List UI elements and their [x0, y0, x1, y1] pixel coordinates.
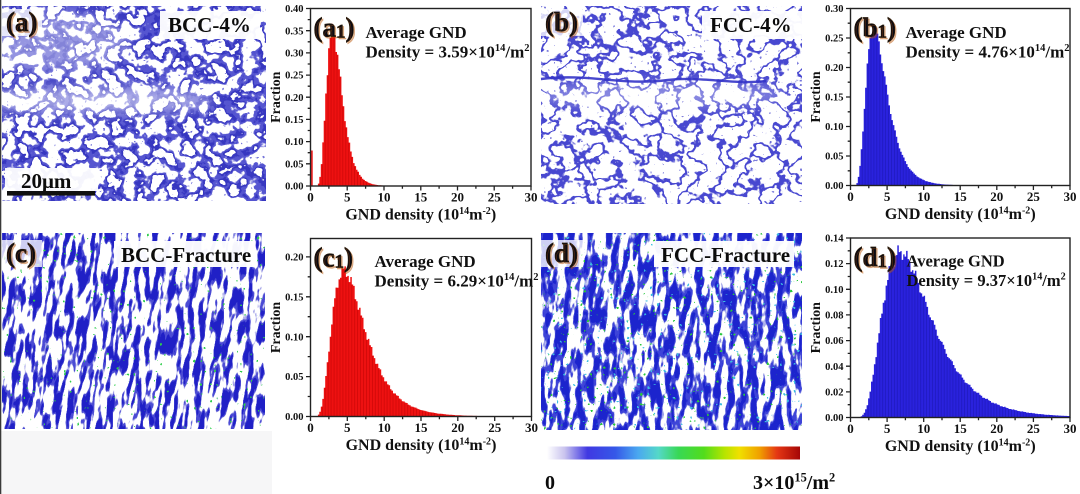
svg-text:FCC-4%: FCC-4% [710, 13, 792, 37]
svg-text:0.15: 0.15 [285, 292, 303, 303]
svg-text:0.25: 0.25 [825, 34, 843, 45]
svg-text:25: 25 [488, 420, 502, 435]
svg-text:0: 0 [847, 189, 854, 204]
svg-text:0.04: 0.04 [825, 362, 844, 373]
svg-text:0.05: 0.05 [825, 152, 843, 163]
svg-text:(c): (c) [6, 238, 36, 268]
svg-text:GND density (1014m-2): GND density (1014m-2) [885, 438, 1036, 456]
svg-text:20: 20 [451, 190, 464, 205]
svg-text:5: 5 [344, 420, 351, 435]
svg-text:0.10: 0.10 [285, 332, 303, 343]
svg-text:25: 25 [1027, 189, 1041, 204]
svg-text:0.00: 0.00 [825, 181, 843, 192]
svg-text:0.20: 0.20 [285, 93, 303, 104]
svg-text:Density = 6.29×1014/m2: Density = 6.29×1014/m2 [375, 272, 539, 291]
svg-text:0.15: 0.15 [285, 115, 303, 126]
svg-text:10: 10 [378, 420, 391, 435]
svg-text:Fraction: Fraction [269, 302, 284, 354]
svg-text:Density = 3.59×1014/m2: Density = 3.59×1014/m2 [366, 43, 530, 62]
svg-text:BCC-Fracture: BCC-Fracture [121, 243, 251, 267]
svg-text:Density = 4.76×1014/m2: Density = 4.76×1014/m2 [906, 43, 1070, 62]
svg-text:0.10: 0.10 [825, 285, 843, 296]
svg-text:0.06: 0.06 [825, 336, 843, 347]
svg-text:FCC-Fracture: FCC-Fracture [661, 243, 790, 267]
svg-text:Fraction: Fraction [269, 71, 284, 123]
svg-text:0.00: 0.00 [285, 412, 303, 423]
svg-text:0.10: 0.10 [285, 137, 303, 148]
svg-text:GND density (1014m-2): GND density (1014m-2) [346, 437, 497, 455]
svg-text:Fraction: Fraction [809, 302, 824, 354]
svg-text:10: 10 [917, 189, 930, 204]
svg-text:Average GND: Average GND [366, 23, 467, 42]
svg-text:0.20: 0.20 [285, 253, 303, 264]
svg-text:(a1): (a1) [314, 13, 355, 43]
svg-text:20: 20 [451, 420, 464, 435]
svg-text:0.02: 0.02 [825, 388, 843, 399]
svg-text:0.14: 0.14 [825, 234, 844, 245]
svg-text:0.00: 0.00 [285, 182, 303, 193]
svg-text:15: 15 [954, 189, 968, 204]
svg-text:25: 25 [1027, 421, 1041, 436]
svg-text:15: 15 [415, 420, 429, 435]
svg-text:30: 30 [525, 190, 538, 205]
svg-text:0.35: 0.35 [285, 26, 303, 37]
svg-text:5: 5 [884, 189, 891, 204]
svg-text:(b1): (b1) [854, 13, 897, 43]
svg-text:10: 10 [378, 190, 391, 205]
svg-text:10: 10 [917, 421, 930, 436]
svg-text:0: 0 [847, 421, 854, 436]
svg-text:BCC-4%: BCC-4% [168, 13, 251, 37]
svg-text:0.30: 0.30 [825, 4, 843, 15]
svg-text:GND density (1014m-2): GND density (1014m-2) [345, 206, 496, 224]
svg-text:0.25: 0.25 [285, 71, 303, 82]
svg-text:(a): (a) [6, 7, 37, 37]
svg-text:20μm: 20μm [21, 169, 72, 193]
svg-text:15: 15 [954, 421, 968, 436]
svg-text:20: 20 [990, 421, 1003, 436]
svg-text:0.05: 0.05 [285, 372, 303, 383]
svg-text:(c1): (c1) [314, 243, 353, 273]
svg-text:(d): (d) [545, 238, 578, 268]
svg-text:(d1): (d1) [854, 242, 897, 272]
svg-text:0.05: 0.05 [285, 159, 303, 170]
svg-text:0.08: 0.08 [825, 311, 843, 322]
svg-text:(b): (b) [545, 7, 578, 37]
svg-text:5: 5 [344, 190, 351, 205]
svg-text:30: 30 [1064, 421, 1077, 436]
svg-text:Density = 9.37×1014/m2: Density = 9.37×1014/m2 [907, 271, 1066, 290]
svg-text:5: 5 [884, 421, 891, 436]
svg-text:0.40: 0.40 [285, 4, 303, 15]
svg-text:Average GND: Average GND [375, 252, 476, 271]
svg-text:Average GND: Average GND [907, 252, 1005, 271]
svg-text:0.12: 0.12 [825, 259, 843, 270]
svg-text:20: 20 [990, 189, 1003, 204]
svg-text:0: 0 [307, 420, 314, 435]
svg-text:15: 15 [414, 190, 428, 205]
svg-text:0: 0 [307, 190, 314, 205]
svg-text:25: 25 [488, 190, 502, 205]
svg-text:30: 30 [525, 420, 538, 435]
svg-text:0.30: 0.30 [285, 49, 303, 60]
svg-text:0.20: 0.20 [825, 63, 843, 74]
svg-text:Average GND: Average GND [906, 23, 1007, 42]
svg-text:0.10: 0.10 [825, 122, 843, 133]
svg-text:0.15: 0.15 [825, 93, 843, 104]
svg-text:Fraction: Fraction [809, 71, 824, 123]
svg-text:30: 30 [1064, 189, 1077, 204]
svg-text:0.00: 0.00 [825, 413, 843, 424]
svg-text:GND density (1014m-2): GND density (1014m-2) [885, 206, 1036, 224]
svg-text:0: 0 [545, 472, 555, 494]
svg-text:3×1015/m2: 3×1015/m2 [753, 470, 835, 494]
